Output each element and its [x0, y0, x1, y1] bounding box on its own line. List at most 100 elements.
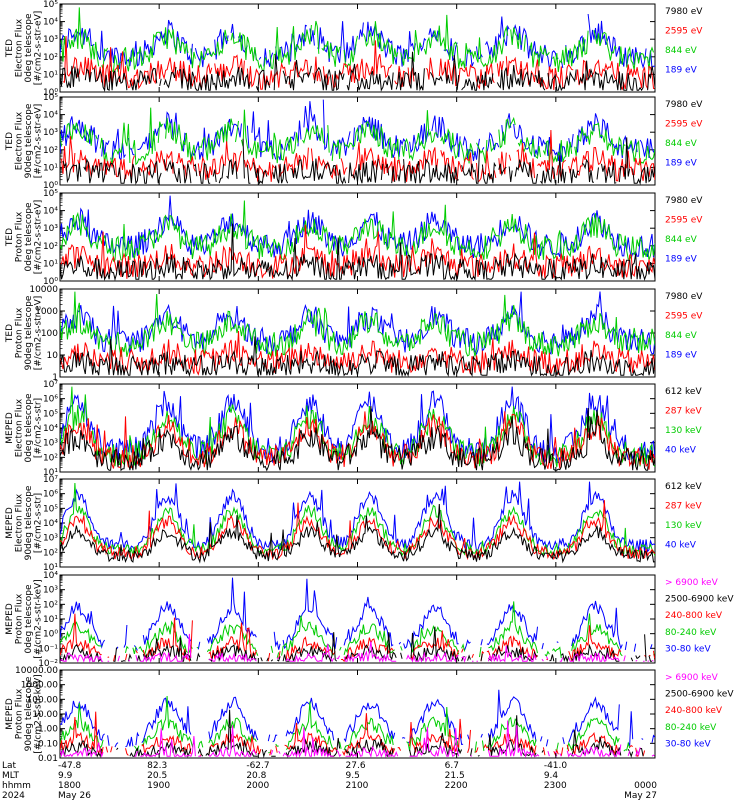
y-tick-label: 0.10	[38, 739, 58, 749]
x-tick-label: 1800	[58, 781, 81, 791]
x-tick-label: 9.9	[58, 771, 73, 781]
y-tick-label: 10³	[43, 439, 58, 449]
y-tick-label: 10⁵	[43, 504, 58, 514]
y-axis-label: 90deg telescope	[24, 676, 34, 751]
y-axis-label: Electron Flux	[15, 18, 25, 77]
legend-entry: 40 keV	[665, 446, 697, 456]
legend-entry: 2595 eV	[665, 312, 703, 322]
x-tick-label: 1900	[147, 781, 170, 791]
y-tick-label: 10³	[43, 586, 58, 596]
panel-8: 0.01 0.10 1.00 10.00 100.00 1000.00 10000.00 ME…	[5, 666, 734, 764]
legend-entry: 7980 eV	[665, 7, 703, 17]
y-tick-label: 10⁰	[43, 277, 58, 287]
legend-entry: 80-240 keV	[665, 628, 717, 638]
y-axis-label: MEPED	[5, 412, 15, 444]
y-tick-label: 10¹	[43, 163, 58, 173]
y-tick-label: 100.00	[27, 695, 59, 705]
y-tick-label: 10²	[43, 548, 58, 558]
legend-entry: 2595 eV	[665, 120, 703, 130]
x-row-label: MLT	[2, 771, 20, 781]
y-axis-label: [#/cm2-s-str-keV]	[34, 579, 44, 658]
legend-entry: 189 eV	[665, 255, 698, 265]
y-tick-label: 10⁴	[43, 519, 58, 529]
y-axis-label: [#/cm2-s-str-keV]	[34, 674, 44, 753]
y-axis-label: 0deg telescope	[24, 13, 34, 83]
x-tick-label: 0000	[634, 781, 657, 791]
y-axis-label: TED	[5, 324, 15, 343]
y-tick-label: 1000.00	[21, 681, 58, 691]
y-tick-label: 10⁴	[43, 18, 58, 28]
y-tick-label: 10²	[43, 242, 58, 252]
y-tick-label: 10⁶	[43, 395, 58, 405]
x-tick-label: 6.7	[445, 761, 459, 771]
legend-entry: 189 eV	[665, 66, 698, 76]
legend-entry: 80-240 keV	[665, 723, 717, 733]
y-axis-label: 0deg telescope	[24, 393, 34, 463]
y-axis-label: MEPED	[5, 507, 15, 539]
x-tick-label: -41.0	[544, 761, 568, 771]
legend-entry: 7980 eV	[665, 292, 703, 302]
series-line	[60, 720, 655, 758]
legend-entry: 30-80 keV	[665, 644, 711, 654]
x-tick-label: May 27	[624, 791, 657, 800]
y-tick-label: 10⁷	[43, 475, 58, 485]
y-tick-label: 10⁻¹	[38, 644, 58, 654]
x-row-label: Lat	[2, 761, 17, 771]
x-tick-label: 20.5	[147, 771, 167, 781]
series-line	[60, 503, 655, 564]
y-tick-label: 10⁵	[43, 0, 58, 10]
legend-entry: 612 keV	[665, 387, 702, 397]
y-axis-label: [#/cm2-s-str-eV]	[34, 200, 44, 275]
y-axis-label: MEPED	[5, 603, 15, 635]
x-tick-label: 20.8	[246, 771, 266, 781]
y-tick-label: 10⁵	[43, 189, 58, 199]
x-tick-label: -62.7	[246, 761, 269, 771]
y-axis-label: 90deg telescope	[24, 103, 34, 178]
x-tick-label: 2100	[346, 781, 369, 791]
series-line	[60, 482, 655, 558]
y-tick-label: 10⁴	[43, 207, 58, 217]
legend-entry: 844 eV	[665, 331, 698, 341]
y-tick-label: 10⁻²	[38, 659, 58, 669]
y-tick-label: 10⁴	[43, 424, 58, 434]
y-axis-label: [#/cm2-s-str]	[34, 398, 44, 458]
series-line	[60, 224, 655, 279]
legend-entry: 130 keV	[665, 426, 702, 436]
y-tick-label: 10⁴	[43, 111, 58, 121]
series-line	[60, 481, 655, 553]
series-line	[60, 200, 655, 262]
y-tick-label: 10⁰	[43, 181, 58, 191]
y-axis-label: Electron Flux	[15, 111, 25, 170]
y-axis-label: MEPED	[5, 698, 15, 730]
y-axis-label: TED	[5, 228, 15, 247]
x-row-label: 2024	[2, 791, 25, 800]
y-axis-label: 0deg telescope	[24, 584, 34, 654]
x-tick-label: 9.5	[346, 771, 360, 781]
y-axis-label: Electron Flux	[15, 493, 25, 552]
legend-entry: 2500-6900 keV	[665, 595, 734, 605]
series-line	[61, 7, 654, 72]
legend-entry: 40 keV	[665, 541, 697, 551]
y-tick-label: 10¹	[43, 468, 58, 478]
y-tick-label: 10²	[43, 53, 58, 63]
legend-entry: 2500-6900 keV	[665, 690, 734, 700]
y-tick-label: 1000	[35, 307, 58, 317]
series-line	[60, 291, 655, 358]
y-axis-label: [#/cm2-s-str-eV]	[34, 11, 44, 86]
y-tick-label: 10²	[43, 146, 58, 156]
x-row-label: hhmm	[2, 781, 31, 791]
legend-entry: 240-800 keV	[665, 706, 723, 716]
series-line	[60, 107, 655, 166]
y-axis-label: 90deg telescope	[24, 485, 34, 560]
legend-entry: 2595 eV	[665, 216, 703, 226]
x-tick-label: 2300	[544, 781, 567, 791]
legend-entry: 30-80 keV	[665, 739, 711, 749]
y-tick-label: 10⁰	[43, 630, 58, 640]
x-tick-label: 82.3	[147, 761, 167, 771]
y-tick-label: 10¹	[43, 259, 58, 269]
x-tick-label: 21.5	[445, 771, 465, 781]
y-tick-label: 10	[47, 351, 59, 361]
y-tick-label: 1	[52, 373, 58, 383]
legend-entry: 844 eV	[665, 46, 698, 56]
